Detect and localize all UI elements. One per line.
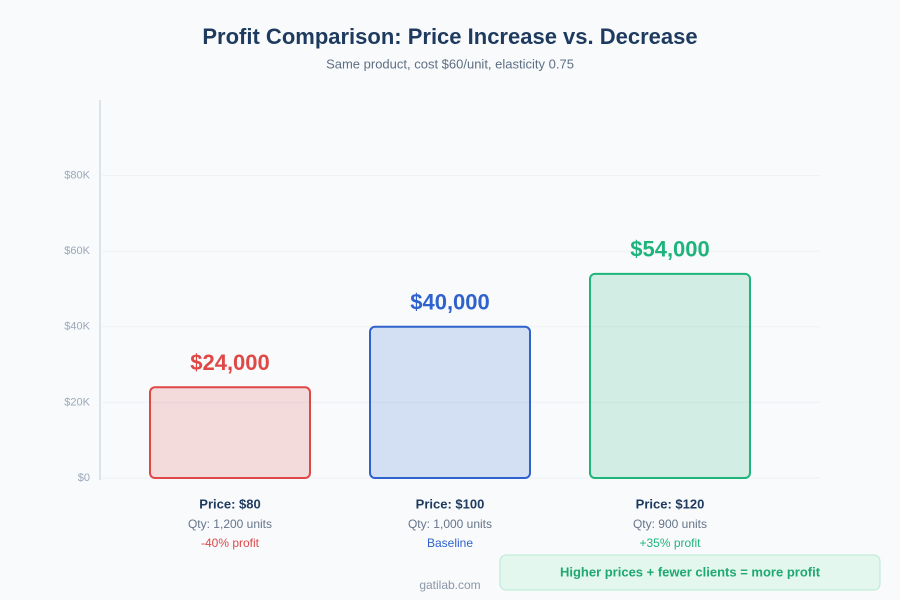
bar bbox=[369, 325, 531, 479]
change-label: Baseline bbox=[427, 536, 473, 550]
value-label: $24,000 bbox=[190, 350, 270, 375]
x-tick-label: Price: $80 bbox=[199, 496, 260, 511]
callout-box bbox=[499, 554, 881, 591]
quantity-label: Qty: 1,200 units bbox=[188, 517, 272, 531]
chart-title: Profit Comparison: Price Increase vs. De… bbox=[202, 24, 697, 49]
bar bbox=[149, 386, 311, 479]
y-tick-label: $0 bbox=[78, 472, 90, 484]
value-label: $54,000 bbox=[630, 237, 710, 262]
chart-subtitle: Same product, cost $60/unit, elasticity … bbox=[326, 56, 574, 71]
change-label: -40% profit bbox=[201, 536, 260, 550]
change-label: +35% profit bbox=[639, 536, 701, 550]
footer: gatilab.com bbox=[419, 578, 480, 592]
value-label: $40,000 bbox=[410, 290, 490, 315]
quantity-label: Qty: 1,000 units bbox=[408, 517, 492, 531]
callout-text: Higher prices + fewer clients = more pro… bbox=[560, 564, 821, 579]
y-tick-label: $80K bbox=[64, 170, 90, 182]
quantity-label: Qty: 900 units bbox=[633, 517, 707, 531]
x-tick-label: Price: $100 bbox=[416, 496, 485, 511]
y-tick-label: $20K bbox=[64, 396, 90, 408]
x-tick-label: Price: $120 bbox=[636, 496, 705, 511]
y-tick-label: $40K bbox=[64, 321, 90, 333]
bar bbox=[589, 272, 751, 479]
y-tick-label: $60K bbox=[64, 245, 90, 257]
